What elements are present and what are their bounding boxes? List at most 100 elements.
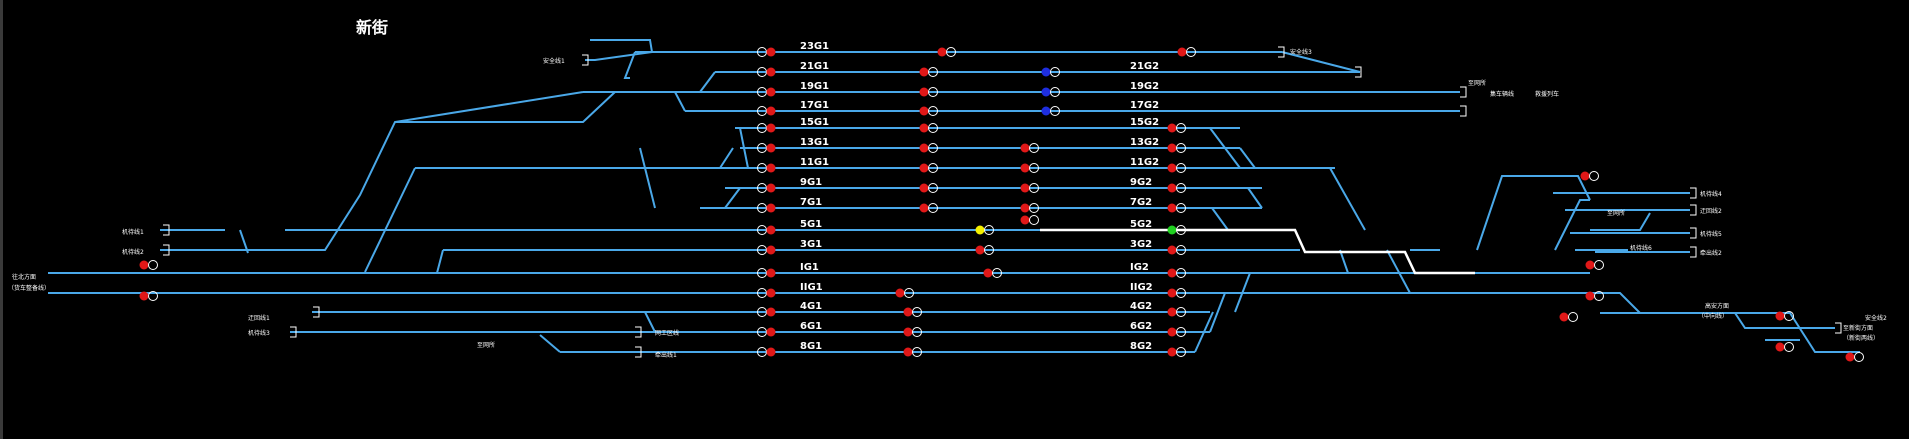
track-label-15G2: 15G2 <box>1130 117 1159 128</box>
buffer-stop-6 <box>163 244 170 256</box>
signal-17G-a[interactable] <box>919 106 938 116</box>
signal-4G-a[interactable] <box>903 307 922 317</box>
approach-left-upper <box>160 91 584 251</box>
signal-right-approach-3[interactable] <box>1845 352 1864 362</box>
signal-5G-b[interactable] <box>1020 215 1039 225</box>
crossover <box>395 91 616 123</box>
signal-lamp-lit <box>975 225 985 235</box>
signal-left-7[interactable] <box>757 183 776 193</box>
siding-left <box>470 311 656 333</box>
window-left-border <box>0 0 3 439</box>
signal-right-branch-4[interactable] <box>1559 312 1578 322</box>
signal-23G-mid[interactable] <box>937 47 956 57</box>
crossover <box>674 91 686 112</box>
signal-13G-b[interactable] <box>1020 143 1039 153</box>
signal-left-entry-2[interactable] <box>139 291 158 301</box>
signal-lamp-dark <box>1854 352 1864 362</box>
signal-left-10[interactable] <box>757 245 776 255</box>
signal-23G-right[interactable] <box>1177 47 1196 57</box>
label-to-network-1: 至网所 <box>1468 79 1486 87</box>
crossover <box>590 39 653 53</box>
signal-6G-a[interactable] <box>903 327 922 337</box>
signal-right-approach-1[interactable] <box>1775 311 1794 321</box>
signal-right-3[interactable] <box>1167 183 1186 193</box>
signal-right-6[interactable] <box>1167 268 1186 278</box>
signal-lamp-lit <box>1020 215 1030 225</box>
signal-lamp-lit <box>1559 312 1569 322</box>
buffer-stop-4 <box>1460 105 1467 117</box>
signal-right-branch-3[interactable] <box>1585 291 1604 301</box>
signal-19G-a[interactable] <box>919 87 938 97</box>
signal-left-4[interactable] <box>757 123 776 133</box>
signal-right-10[interactable] <box>1167 347 1186 357</box>
buffer-stop-10 <box>635 346 642 358</box>
signal-19G-blue[interactable] <box>1041 87 1060 97</box>
signal-11G-a[interactable] <box>919 163 938 173</box>
signal-lamp-dark <box>1176 288 1186 298</box>
signal-lamp-lit <box>766 87 776 97</box>
signal-right-4[interactable] <box>1167 203 1186 213</box>
signal-left-12[interactable] <box>757 288 776 298</box>
signal-left-2[interactable] <box>757 87 776 97</box>
signal-13G-a[interactable] <box>919 143 938 153</box>
signal-3G-a[interactable] <box>975 245 994 255</box>
signal-left-15[interactable] <box>757 347 776 357</box>
signal-right-0[interactable] <box>1167 123 1186 133</box>
signal-left-entry-1[interactable] <box>139 260 158 270</box>
track-label-IG2: IG2 <box>1130 262 1149 273</box>
signal-lamp-dark <box>1176 183 1186 193</box>
signal-right-2[interactable] <box>1167 163 1186 173</box>
signal-lamp-dark <box>148 291 158 301</box>
signal-left-14[interactable] <box>757 327 776 337</box>
signal-right-approach-2[interactable] <box>1775 342 1794 352</box>
signal-9G-a[interactable] <box>919 183 938 193</box>
track-label-4G2: 4G2 <box>1130 301 1152 312</box>
signal-right-8[interactable] <box>1167 307 1186 317</box>
signal-lamp-dark <box>928 67 938 77</box>
signal-left-11[interactable] <box>757 268 776 278</box>
signal-lamp-lit <box>766 327 776 337</box>
label-network-work-line: 网工区线 <box>655 329 679 337</box>
signal-lamp-lit <box>766 288 776 298</box>
signal-left-1[interactable] <box>757 67 776 77</box>
track-label-6G1: 6G1 <box>800 321 822 332</box>
signal-9G-b[interactable] <box>1020 183 1039 193</box>
signal-15G-a[interactable] <box>919 123 938 133</box>
signal-8G-a[interactable] <box>903 347 922 357</box>
signal-7G-b[interactable] <box>1020 203 1039 213</box>
signal-lamp-lit <box>1167 268 1177 278</box>
signal-21G-blue[interactable] <box>1041 67 1060 77</box>
signal-lamp-lit <box>766 225 776 235</box>
signal-left-6[interactable] <box>757 163 776 173</box>
signal-left-3[interactable] <box>757 106 776 116</box>
signal-right-5[interactable] <box>1167 245 1186 255</box>
signal-left-13[interactable] <box>757 307 776 317</box>
signal-lamp-lit <box>1580 171 1590 181</box>
signal-right-1[interactable] <box>1167 143 1186 153</box>
signal-5G2-green[interactable] <box>1167 225 1186 235</box>
track-label-13G2: 13G2 <box>1130 137 1159 148</box>
signal-right-branch-2[interactable] <box>1585 260 1604 270</box>
label-pullout-1: 牵出线1 <box>655 351 677 359</box>
label-left-direction: 往北方面 <box>12 273 36 281</box>
track-label-6G2: 6G2 <box>1130 321 1152 332</box>
signal-7G-a[interactable] <box>919 203 938 213</box>
signal-IG-a[interactable] <box>983 268 1002 278</box>
signal-left-9[interactable] <box>757 225 776 235</box>
signal-17G-blue[interactable] <box>1041 106 1060 116</box>
signal-right-7[interactable] <box>1167 288 1186 298</box>
signal-lamp-lit <box>1167 307 1177 317</box>
signal-11G-b[interactable] <box>1020 163 1039 173</box>
signal-left-8[interactable] <box>757 203 776 213</box>
signal-left-5[interactable] <box>757 143 776 153</box>
signal-left-0[interactable] <box>757 47 776 57</box>
signal-5G-yellow[interactable] <box>975 225 994 235</box>
signal-right-9[interactable] <box>1167 327 1186 337</box>
label-locomotive-wait-5: 机待线5 <box>1700 230 1722 238</box>
signal-lamp-dark <box>1050 106 1060 116</box>
signal-right-branch-1[interactable] <box>1580 171 1599 181</box>
signal-21G-a[interactable] <box>919 67 938 77</box>
signal-lamp-lit <box>937 47 947 57</box>
signal-IIG-a[interactable] <box>895 288 914 298</box>
signal-lamp-lit <box>1020 143 1030 153</box>
